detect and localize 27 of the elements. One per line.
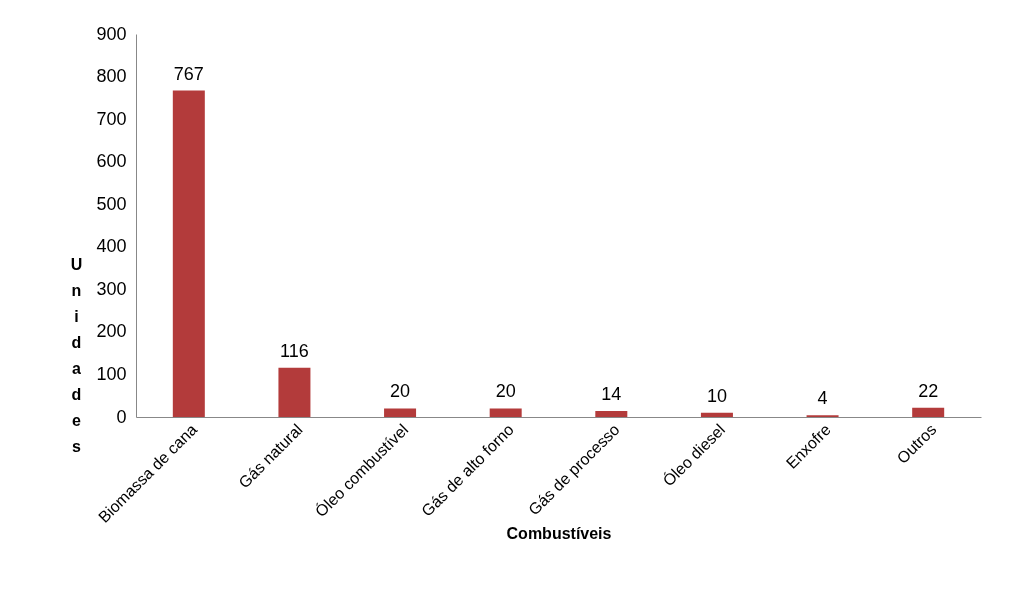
data-label: 14 [601,384,622,405]
y-tick-label: 100 [96,363,127,384]
bar [384,408,417,417]
y-tick-label: 600 [96,151,127,172]
data-label: 767 [173,63,204,84]
y-tick-label: 700 [96,108,127,129]
data-label: 20 [390,381,411,402]
bar [278,367,311,417]
y-tick-label: 500 [96,193,127,214]
bar [595,411,628,417]
y-axis-title: Unidades [70,255,83,455]
data-label: 20 [495,381,516,402]
data-label: 4 [817,388,828,409]
x-axis-title: Combustíveis [506,524,612,542]
data-label: 22 [918,380,939,401]
bar [489,408,522,417]
y-tick-label: 800 [96,66,127,87]
bar [912,407,945,417]
data-label: 116 [280,340,309,361]
data-label: 10 [706,385,727,406]
y-tick-label: 900 [96,23,127,44]
y-tick-label: 200 [96,321,127,342]
y-tick-label: 0 [116,406,127,427]
y-tick-label: 400 [96,236,127,257]
bar [700,412,733,417]
bar [172,90,205,417]
y-tick-label: 300 [96,278,127,299]
